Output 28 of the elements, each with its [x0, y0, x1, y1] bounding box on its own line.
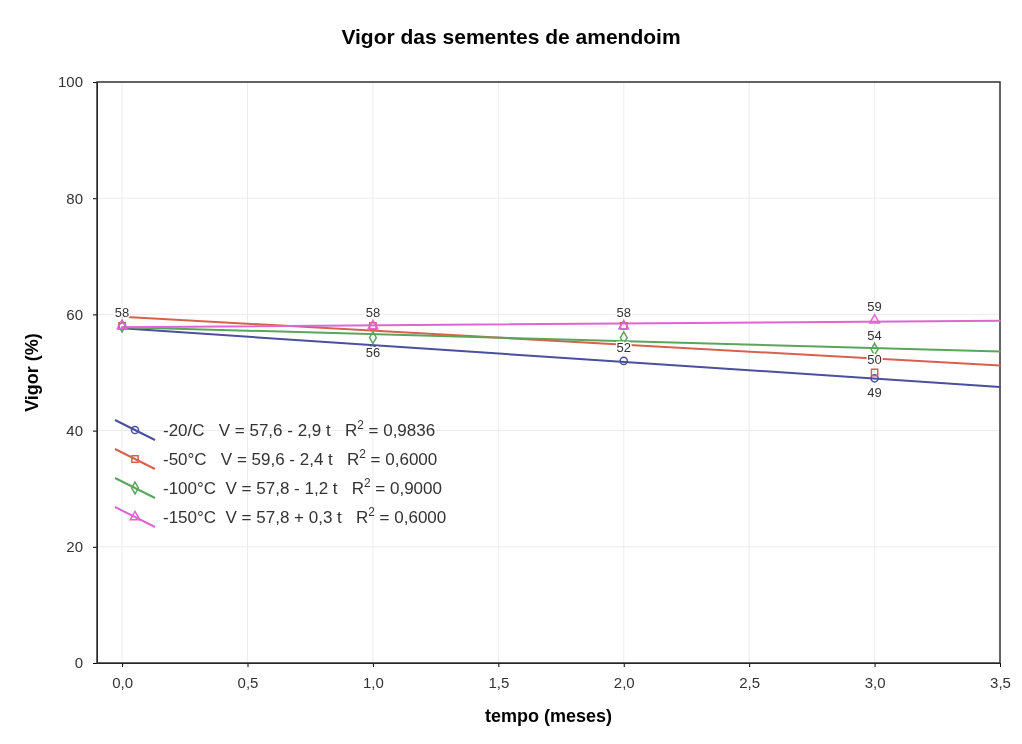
legend-label: -150°C V = 57,8 + 0,3 t R$^{2}$ = 0,6000 — [163, 505, 447, 527]
data-label: 54 — [867, 328, 882, 344]
data-label: 58 — [616, 305, 631, 321]
data-label: 56 — [365, 344, 381, 360]
x-tick-label: 3,0 — [864, 673, 886, 691]
legend-label: -50°C V = 59,6 - 2,4 t R$^{2}$ = 0,6000 — [163, 447, 438, 469]
y-tick-label: 80 — [66, 189, 83, 207]
y-tick-label: 100 — [57, 73, 83, 91]
x-axis-title: tempo (meses) — [484, 706, 613, 726]
data-label: 59 — [867, 299, 882, 315]
x-tick-label: 0,0 — [112, 673, 134, 691]
x-tick-label: 3,5 — [990, 673, 1011, 691]
x-tick-label: 2,5 — [739, 673, 761, 691]
x-tick-label: 2,0 — [613, 673, 635, 691]
x-tick-label: 0,5 — [237, 673, 259, 691]
data-label: 49 — [867, 385, 882, 401]
y-tick-label: 40 — [66, 421, 83, 439]
x-tick-label: 1,5 — [488, 673, 510, 691]
y-tick-label: 0 — [74, 654, 83, 672]
legend-label: -20/C V = 57,6 - 2,9 t R$^{2}$ = 0,9836 — [163, 418, 436, 440]
x-tick-label: 1,0 — [362, 673, 384, 691]
y-axis-title: Vigor (%) — [22, 333, 42, 412]
data-label: 58 — [365, 305, 381, 321]
data-label: 58 — [114, 305, 130, 321]
chart-title: Vigor das sementes de amendoim — [341, 25, 681, 48]
y-tick-label: 60 — [66, 305, 83, 323]
legend-label: -100°C V = 57,8 - 1,2 t R$^{2}$ = 0,9000 — [163, 476, 442, 498]
y-tick-label: 20 — [66, 538, 83, 556]
